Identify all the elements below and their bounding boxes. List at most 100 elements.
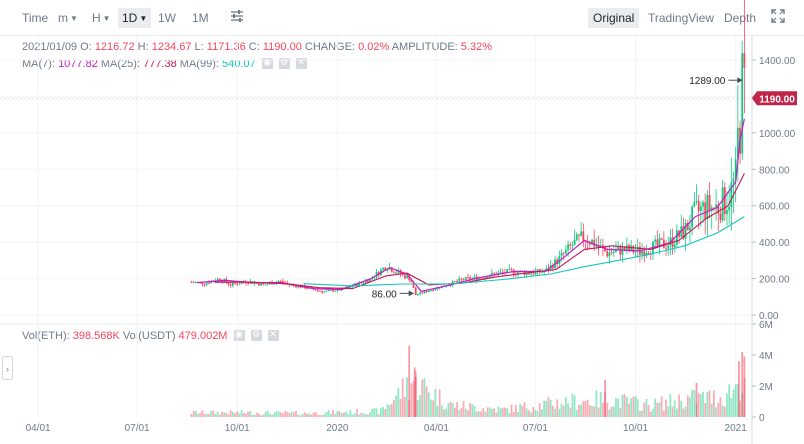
expand-icon[interactable] (767, 9, 789, 29)
view-depth-tab[interactable]: Depth (724, 11, 757, 25)
candle-body (390, 267, 393, 272)
volume-bar (286, 411, 289, 417)
candle-body (277, 281, 280, 283)
volume-bar (464, 408, 467, 417)
volume-bar (654, 398, 657, 417)
volume-bar (732, 389, 735, 417)
interval-month-button[interactable]: 1M (192, 11, 209, 25)
price-tick-label: 200.00 (759, 275, 790, 286)
candle-body (732, 178, 735, 183)
candle-body (231, 282, 234, 286)
volume-bar (371, 408, 374, 417)
volume-bar (247, 411, 250, 417)
volume-bar (497, 406, 500, 417)
close-icon[interactable]: ✕ (295, 57, 307, 69)
volume-bar (545, 400, 548, 417)
volume-bar (329, 414, 332, 417)
time-tick-label: 10/01 (623, 423, 648, 434)
candle-body (493, 272, 495, 274)
volume-bar (413, 367, 416, 417)
interval-minute-dropdown[interactable]: m ▼ (54, 8, 82, 28)
volume-bar (610, 406, 613, 417)
candle-body (565, 249, 567, 254)
volume-bar (726, 393, 728, 417)
candle-body (625, 245, 628, 251)
volume-bar (575, 410, 578, 417)
time-tick-label: 2021 (725, 423, 748, 434)
candle-body (323, 291, 326, 293)
candle-body (558, 255, 561, 264)
high-marker-arrowhead (737, 77, 743, 84)
interval-day-dropdown[interactable]: 1D ▼ (118, 8, 152, 28)
collapse-panel-tab[interactable]: › (2, 356, 13, 380)
volume-bar (534, 410, 537, 417)
volume-bar (319, 415, 321, 417)
volume-bar (493, 408, 495, 417)
volume-axis: 6M 4M 2M 0 (752, 320, 773, 424)
volume-bar (736, 384, 739, 417)
volume-bar (554, 408, 556, 417)
volume-bar (225, 412, 228, 417)
volume-bar (277, 411, 280, 417)
eye-icon[interactable]: ◉ (233, 329, 245, 341)
candle-body (458, 278, 461, 282)
low-value: 1171.36 (206, 41, 246, 53)
interval-time-button[interactable]: Time (22, 11, 49, 25)
volume-bar (565, 397, 567, 417)
eye-icon[interactable]: ◉ (261, 57, 273, 69)
candle-body (369, 278, 371, 283)
price-tick-label: 1000.00 (759, 129, 796, 140)
candle-body (532, 273, 535, 275)
volume-bar (715, 407, 717, 417)
candle-body (366, 280, 369, 283)
candle-body (358, 282, 361, 287)
change-label: CHANGE: (304, 41, 355, 53)
volume-bar (547, 396, 550, 417)
candle-body (588, 243, 591, 245)
interval-week-button[interactable]: 1W (158, 11, 176, 25)
settings-icon[interactable]: ⚙ (278, 57, 290, 69)
low-marker-arrowhead (408, 290, 414, 297)
volume-bar (454, 407, 456, 417)
volume-bar (214, 413, 217, 417)
volume-bar (632, 396, 635, 417)
view-original-tab[interactable]: Original (588, 8, 640, 28)
settings-icon[interactable]: ⚙ (250, 329, 262, 341)
volume-bar (713, 390, 715, 417)
volume-bar (673, 400, 676, 417)
close-icon[interactable]: ✕ (267, 329, 279, 341)
view-tradingview-tab[interactable]: TradingView (648, 11, 715, 25)
vol-usdt-label: Vol(USDT) (122, 330, 176, 342)
volume-bar (395, 395, 398, 417)
candle-body (386, 269, 389, 271)
volume-bar (338, 411, 341, 417)
candle-body (591, 239, 593, 245)
volume-bar (588, 405, 591, 417)
high-marker-label: 1289.00 (689, 76, 726, 87)
candle-body (691, 206, 694, 228)
volume-bar (258, 413, 260, 417)
volume-bar (488, 407, 491, 417)
volume-bar (284, 411, 287, 417)
volume-bar (621, 394, 624, 417)
ma7-line (196, 118, 745, 292)
candle-body (236, 283, 239, 285)
candle-body (460, 278, 463, 280)
volume-bar (599, 392, 602, 417)
time-tick-label: 07/01 (523, 423, 548, 434)
volume-bar (308, 413, 310, 417)
volume-bar (282, 413, 284, 417)
volume-bar (501, 407, 504, 417)
volume-bar (719, 397, 722, 417)
last-price-tag (752, 91, 797, 106)
volume-bar (623, 394, 626, 417)
volume-bar (297, 414, 300, 417)
volume-bar (521, 405, 524, 417)
candle-body (695, 200, 698, 202)
sliders-icon[interactable] (226, 9, 248, 29)
candle-body (454, 281, 456, 282)
candle-body (599, 245, 602, 247)
candle-body (477, 277, 480, 281)
interval-hour-dropdown[interactable]: H ▼ (88, 8, 115, 28)
